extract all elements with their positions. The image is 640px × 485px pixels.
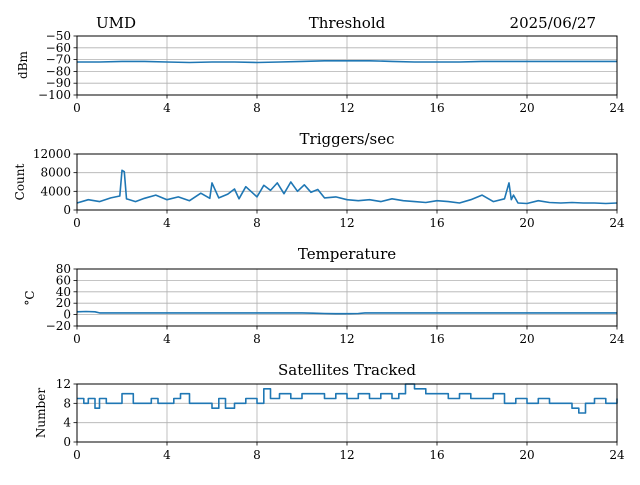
- x-tick-label: 0: [73, 448, 81, 462]
- x-tick-label: 24: [609, 101, 625, 115]
- panel-title: Threshold: [309, 14, 386, 32]
- x-tick-label: 12: [339, 332, 354, 346]
- y-tick-label: 4000: [40, 184, 71, 198]
- x-tick-label: 20: [519, 332, 534, 346]
- plot-area: 0 4 8 12 16 20 24 0 4000 8000 12000: [33, 147, 625, 230]
- x-tick-label: 16: [429, 332, 444, 346]
- y-tick-label: −90: [46, 76, 71, 90]
- y-tick-label: −50: [46, 29, 71, 43]
- x-tick-label: 8: [253, 216, 261, 230]
- series-line: [76, 310, 617, 315]
- x-tick-label: 8: [253, 448, 261, 462]
- y-axis-label: Number: [34, 388, 48, 438]
- x-tick-label: 4: [163, 448, 171, 462]
- series-line: [77, 60, 617, 64]
- x-tick-label: 12: [339, 448, 354, 462]
- x-tick-label: 12: [339, 101, 354, 115]
- panel-temperature: Temperature °C: [23, 245, 396, 306]
- y-axis-label: dBm: [16, 50, 30, 79]
- panel-triggers: Triggers/sec Count: [13, 130, 394, 200]
- y-tick-label: −80: [46, 64, 71, 78]
- x-tick-label: 16: [429, 448, 444, 462]
- x-tick-label: 0: [73, 101, 81, 115]
- x-tick-label: 20: [519, 448, 534, 462]
- x-tick-label: 24: [609, 448, 625, 462]
- y-axis-label: Count: [13, 163, 27, 200]
- y-tick-label: 8000: [40, 166, 71, 180]
- y-tick-label: −100: [38, 88, 71, 102]
- date-label: 2025/06/27: [510, 14, 596, 32]
- panel-satellites: Satellites Tracked Number: [34, 361, 416, 438]
- panel-title: Satellites Tracked: [278, 361, 416, 379]
- y-tick-label: 0: [63, 203, 71, 217]
- x-tick-label: 8: [253, 332, 261, 346]
- series-line: [77, 383, 618, 414]
- x-tick-label: 16: [429, 101, 444, 115]
- x-tick-label: 0: [73, 216, 81, 230]
- station-label: UMD: [96, 14, 136, 32]
- x-tick-label: 20: [519, 216, 534, 230]
- y-tick-label: −70: [46, 53, 71, 67]
- y-tick-label: 0: [63, 308, 71, 322]
- series-line: [76, 169, 618, 205]
- plot-area: 0 4 8 12 16 20 24 0 4 8 12: [56, 377, 625, 462]
- y-tick-label: 80: [56, 262, 71, 276]
- x-tick-label: 4: [163, 332, 171, 346]
- y-tick-label: 8: [63, 396, 71, 410]
- x-tick-label: 24: [609, 216, 625, 230]
- x-tick-label: 4: [163, 101, 171, 115]
- plot-area: 0 4 8 12 16 20 24 −50−60−70−80−90−100: [38, 29, 625, 115]
- x-tick-label: 4: [163, 216, 171, 230]
- y-tick-label: 12000: [33, 147, 71, 161]
- x-tick-label: 16: [429, 216, 444, 230]
- panel-threshold: Threshold dBm: [16, 14, 386, 79]
- panel-title: Triggers/sec: [300, 130, 395, 148]
- y-tick-label: 60: [56, 273, 71, 287]
- y-tick-label: −60: [46, 41, 71, 55]
- y-tick-label: 12: [56, 377, 71, 391]
- y-tick-label: −20: [46, 319, 71, 333]
- x-tick-label: 24: [609, 332, 625, 346]
- y-tick-label: 20: [56, 296, 71, 310]
- x-tick-label: 8: [253, 101, 261, 115]
- x-tick-label: 20: [519, 101, 534, 115]
- x-tick-label: 12: [339, 216, 354, 230]
- panel-title: Temperature: [298, 245, 396, 263]
- y-tick-label: 4: [63, 416, 71, 430]
- y-axis-label: °C: [23, 290, 37, 305]
- y-tick-label: 0: [63, 435, 71, 449]
- y-tick-label: 40: [56, 285, 71, 299]
- x-tick-label: 0: [73, 332, 81, 346]
